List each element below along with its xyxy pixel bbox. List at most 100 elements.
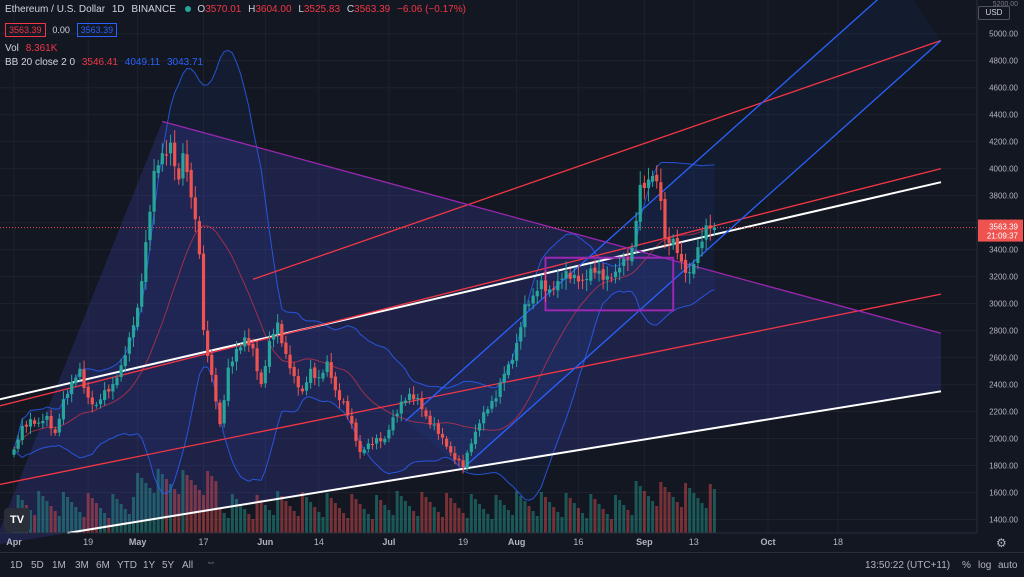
volume-bar bbox=[548, 502, 552, 533]
timeframe-3m[interactable]: 3M bbox=[75, 560, 89, 571]
timeframe-5y[interactable]: 5Y bbox=[162, 560, 175, 571]
date-range-icon[interactable]: ⇔ bbox=[206, 557, 216, 568]
timeframe-1m[interactable]: 1M bbox=[52, 560, 66, 571]
candle-body bbox=[33, 420, 37, 424]
interval-label[interactable]: 1D bbox=[111, 4, 125, 15]
buy-button[interactable]: 3563.39 bbox=[76, 23, 118, 37]
candle-body bbox=[605, 275, 609, 280]
volume-bar bbox=[99, 508, 103, 533]
clock[interactable]: 13:50:22 (UTC+11) bbox=[865, 560, 951, 571]
currency-button[interactable]: USD bbox=[978, 6, 1010, 20]
volume-bar bbox=[564, 493, 568, 533]
volume-bar bbox=[609, 519, 613, 533]
candle-body bbox=[403, 400, 407, 403]
volume-bar bbox=[457, 508, 461, 533]
tradingview-logo[interactable]: TV bbox=[4, 508, 30, 532]
exchange-label: BINANCE bbox=[131, 4, 176, 15]
volume-bar bbox=[111, 494, 115, 533]
time-tick-label: Apr bbox=[6, 537, 22, 547]
volume-bar bbox=[432, 507, 436, 533]
candle-body bbox=[181, 153, 185, 179]
volume-bar bbox=[531, 511, 535, 533]
candle-body bbox=[473, 431, 478, 445]
auto-toggle[interactable]: auto bbox=[998, 560, 1018, 571]
volume-bar bbox=[572, 503, 576, 533]
volume-bar bbox=[214, 481, 218, 533]
timeframe-ytd[interactable]: YTD bbox=[117, 560, 137, 571]
candle-body bbox=[543, 280, 548, 292]
price-scale[interactable]: 1400.00 1600.00 1800.00 2000.00 2200.00 2400.… bbox=[976, 0, 1024, 533]
volume-bar bbox=[490, 519, 494, 533]
volume-bar bbox=[33, 515, 37, 533]
volume-bar bbox=[712, 489, 716, 533]
volume-bar bbox=[605, 514, 609, 533]
timeframe-6m[interactable]: 6M bbox=[96, 560, 110, 571]
timeframe-1d[interactable]: 1D bbox=[10, 560, 23, 571]
candle-body bbox=[234, 348, 239, 362]
percent-toggle[interactable]: % bbox=[962, 560, 971, 571]
candle-body bbox=[461, 460, 465, 468]
volume-bar bbox=[416, 516, 420, 533]
candle-body bbox=[20, 425, 24, 441]
volume-legend[interactable]: Vol 8.361K bbox=[5, 43, 61, 54]
candle-body bbox=[57, 418, 61, 433]
countdown-label: 21:09:37 bbox=[987, 232, 1019, 241]
high-value: 3604.00 bbox=[255, 4, 292, 15]
candle-body bbox=[387, 429, 391, 439]
volume-bar bbox=[181, 470, 185, 533]
bb-legend[interactable]: BB 20 close 2 0 3546.41 4049.11 3043.71 bbox=[5, 57, 207, 68]
candle-body bbox=[78, 368, 82, 377]
volume-bar bbox=[375, 495, 379, 533]
candle-body bbox=[440, 433, 445, 438]
volume-bar bbox=[210, 476, 214, 533]
timeframe-5d[interactable]: 5D bbox=[31, 560, 44, 571]
timeframe-all[interactable]: All bbox=[182, 560, 194, 571]
red-trend-steep-line bbox=[252, 39, 942, 280]
candle-body bbox=[226, 367, 230, 401]
volume-bar bbox=[350, 494, 354, 533]
volume-bar bbox=[424, 497, 428, 533]
candle-body bbox=[333, 376, 337, 391]
trade-buttons: 3563.39 0.00 3563.39 bbox=[5, 23, 121, 37]
volume-bar bbox=[313, 507, 317, 533]
candle-body bbox=[642, 182, 646, 189]
volume-bar bbox=[49, 506, 53, 533]
candle-body bbox=[37, 422, 41, 424]
volume-bar bbox=[82, 517, 86, 533]
volume-bar bbox=[90, 498, 94, 533]
candle-body bbox=[337, 390, 342, 401]
settings-gear-icon[interactable]: ⚙ bbox=[996, 536, 1007, 550]
price-tick-label: 1400.00 bbox=[989, 516, 1018, 525]
candle-body bbox=[675, 237, 679, 254]
close-label: C bbox=[346, 4, 355, 15]
volume-bar bbox=[366, 514, 370, 533]
sell-button[interactable]: 3563.39 bbox=[5, 23, 46, 37]
price-tick-label: 3200.00 bbox=[989, 273, 1018, 282]
candle-body bbox=[618, 267, 622, 273]
volume-bar bbox=[230, 494, 234, 533]
volume-bar bbox=[263, 505, 267, 533]
volume-bar bbox=[28, 510, 32, 533]
candle-body bbox=[556, 281, 560, 291]
time-tick-label: May bbox=[129, 537, 147, 547]
candle-body bbox=[98, 399, 103, 405]
time-axis[interactable]: Apr 19 May 17 Jun 14 Jul 19 Aug 16 Sep 13 Oct 18 bbox=[0, 532, 977, 547]
candle-body bbox=[539, 280, 543, 290]
candle-body bbox=[379, 438, 383, 442]
candle-body bbox=[548, 289, 552, 293]
candle-body bbox=[28, 419, 33, 427]
timeframe-1y[interactable]: 1Y bbox=[143, 560, 156, 571]
candle-body bbox=[144, 242, 148, 282]
volume-bar bbox=[618, 500, 622, 533]
candle-body bbox=[630, 247, 634, 262]
candle-body bbox=[61, 399, 66, 420]
volume-bar bbox=[94, 503, 98, 533]
bb-basis-value: 3546.41 bbox=[81, 57, 118, 68]
candle-body bbox=[239, 347, 243, 351]
trend-lines[interactable] bbox=[0, 0, 977, 534]
symbol-title[interactable]: Ethereum / U.S. Dollar bbox=[5, 4, 106, 15]
volume-bar bbox=[202, 495, 206, 533]
price-tick-label: 4600.00 bbox=[989, 84, 1018, 93]
log-toggle[interactable]: log bbox=[978, 560, 992, 571]
